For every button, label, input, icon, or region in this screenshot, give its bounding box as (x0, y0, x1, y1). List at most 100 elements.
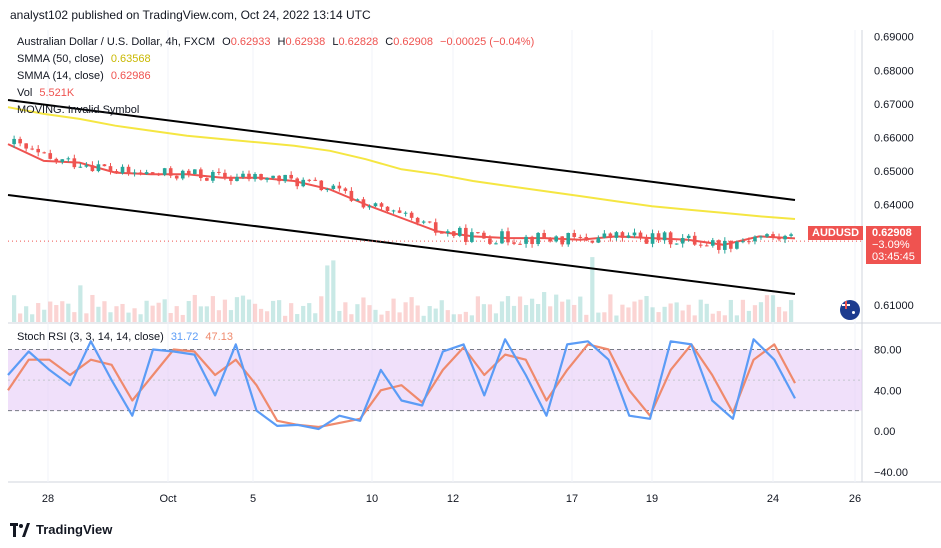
chart-header: analyst102 published on TradingView.com,… (0, 0, 941, 30)
volume-bar (30, 314, 35, 322)
volume-bar (788, 300, 794, 322)
legend-vol-label: Vol (17, 87, 33, 99)
legend-smma14-row: SMMA (14, close) 0.62986 (17, 70, 151, 82)
candle-body (530, 236, 534, 245)
candle-body (524, 236, 528, 244)
volume-bar (668, 303, 673, 322)
volume-bar (24, 306, 29, 322)
price-axis[interactable]: 0.69000 0.68000 0.67000 0.66000 0.65000 0.640… (874, 32, 914, 479)
volume-bar (620, 304, 625, 322)
candle-body (126, 166, 131, 173)
volume-bar (728, 299, 733, 322)
candle-body (397, 210, 402, 213)
candle-body (608, 233, 613, 238)
countdown: 03:45:45 (872, 251, 915, 263)
candle-body (403, 212, 408, 214)
volume-bar (602, 312, 607, 322)
volume-bar (740, 299, 746, 322)
time-axis[interactable]: 28 Oct 5 10 12 17 19 24 26 (42, 493, 861, 505)
candle-body (433, 222, 438, 233)
stoch-tick-label: −40.00 (874, 467, 908, 479)
volume-bar (499, 301, 505, 322)
candle-body (42, 152, 47, 154)
volume-bar (608, 294, 613, 322)
candle-body (325, 189, 330, 191)
candle-body (66, 158, 71, 160)
volume-bar (650, 307, 655, 322)
volume-bar (258, 308, 264, 322)
candle-body (783, 235, 787, 240)
candle-body (277, 175, 281, 182)
volume-bar (674, 302, 679, 322)
legend-high: 0.62938 (285, 36, 326, 48)
candle-body (506, 231, 510, 243)
volume-bar (168, 313, 173, 322)
volume-bar (204, 306, 209, 322)
candle-body (180, 170, 185, 179)
volume-bar (228, 310, 234, 322)
legend-low-label: L (332, 36, 339, 48)
candle-body (427, 221, 432, 223)
volume-bar (710, 313, 715, 322)
price-tick-label: 0.64000 (874, 200, 914, 212)
volume-bar (36, 303, 41, 322)
volume-bar (523, 305, 529, 322)
volume-bar (722, 315, 727, 322)
legend-open-label: O (222, 36, 231, 48)
footer-brand-text: TradingView (36, 522, 113, 537)
volume-bar (114, 306, 119, 322)
volume-bar (656, 312, 661, 322)
volume-bar (90, 294, 95, 322)
volume-bar (349, 314, 354, 322)
volume-bar (451, 314, 456, 322)
volume-bar (680, 310, 685, 322)
candle-body (156, 174, 161, 176)
volume-bar (48, 301, 53, 322)
volume-bars (12, 257, 794, 322)
candle-body (500, 231, 504, 244)
legend-smma14-label: SMMA (14, close) (17, 70, 104, 82)
candle-body (186, 170, 191, 174)
time-tick-label: 19 (646, 493, 658, 505)
price-tick-label: 0.66000 (874, 132, 914, 144)
volume-bar (84, 313, 89, 322)
price-tick-label: 0.61000 (874, 300, 914, 312)
volume-bar (469, 315, 474, 322)
candle-body (626, 235, 631, 238)
volume-bar (234, 297, 240, 322)
candle-body (650, 233, 655, 244)
volume-bar (716, 311, 721, 322)
volume-bar (457, 314, 462, 322)
volume-bar (542, 292, 547, 322)
candle-body (680, 237, 685, 244)
legend-moving-label: MOVING: Invalid Symbol (17, 104, 140, 116)
candle-body (199, 169, 203, 179)
candle-body (24, 143, 28, 149)
volume-bar (692, 315, 697, 322)
last-pct: −3.09% (872, 239, 910, 251)
candle-body (686, 235, 691, 238)
price-tick-label: 0.65000 (874, 166, 914, 178)
legend-symbol-row: Australian Dollar / U.S. Dollar, 4h, FXC… (17, 36, 534, 48)
volume-bar (596, 312, 601, 322)
candle-body (367, 206, 372, 208)
candle-body (439, 232, 444, 234)
candle-body (536, 232, 540, 245)
candle-body (415, 217, 420, 223)
stoch-rsi-panel (7, 338, 862, 431)
volume-bar (698, 299, 703, 322)
volume-bar (78, 285, 83, 322)
candle-body (614, 232, 619, 238)
candle-body (602, 233, 607, 238)
time-tick-label: 12 (447, 493, 459, 505)
volume-bar (301, 305, 306, 322)
currency-flag-icon[interactable] (840, 300, 860, 320)
volume-bar (536, 304, 541, 322)
legend-vol-row: Vol 5.521K (17, 87, 74, 99)
volume-bar (138, 314, 143, 322)
volume-bar (632, 301, 637, 322)
volume-bar (337, 310, 342, 322)
footer-brand: TradingView (10, 522, 112, 537)
candle-body (349, 190, 354, 201)
